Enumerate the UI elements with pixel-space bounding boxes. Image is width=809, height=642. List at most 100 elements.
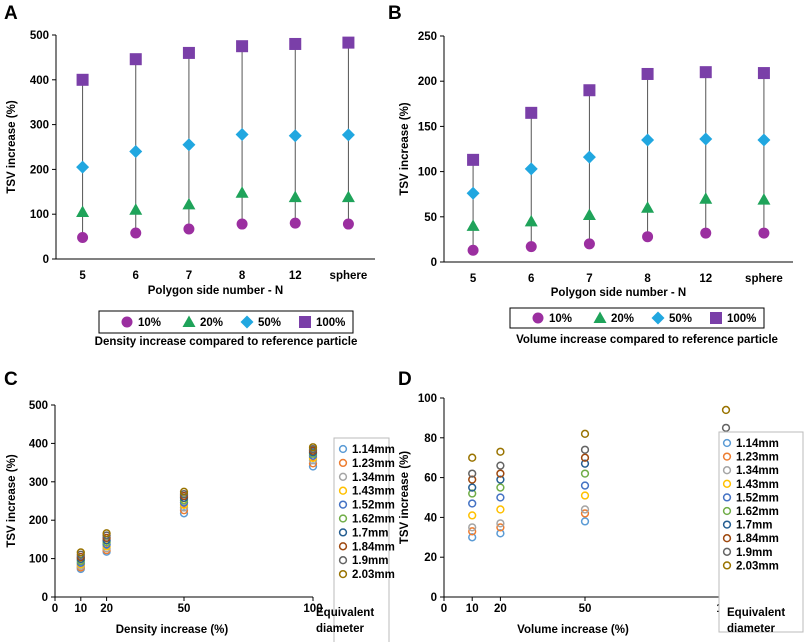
legend-marker-1.9mm [338, 556, 348, 565]
legend-marker-1.62mm [338, 514, 348, 523]
data-point-10% [525, 241, 537, 253]
legend-marker-1.23mm [722, 452, 732, 461]
data-point-1.23mm [468, 527, 477, 536]
legend-marker-1.62mm [722, 506, 732, 516]
x-tick-label: 8 [239, 270, 246, 282]
y-tick-label: 40 [424, 512, 437, 524]
y-axis-label: TSV increase (%) [399, 451, 411, 544]
y-tick-label: 300 [30, 120, 49, 132]
data-point-100% [129, 53, 142, 66]
x-tick-label: 50 [178, 603, 191, 615]
legend-label: 1.43mm [352, 486, 395, 498]
y-tick-label: 200 [29, 515, 48, 527]
x-tick-label: 12 [699, 273, 712, 285]
data-point-1.9mm [468, 469, 477, 478]
legend-label: 1.43mm [736, 479, 779, 491]
legend-box [718, 431, 804, 633]
legend-title: Density increase compared to reference p… [95, 336, 358, 348]
legend-label: 1.62mm [352, 514, 395, 526]
data-point-20% [235, 186, 249, 198]
x-tick-label: 7 [586, 273, 592, 285]
legend-label: 100% [727, 313, 756, 325]
x-tick-label: 10 [74, 603, 87, 615]
legend-marker-1.14mm [338, 444, 348, 454]
legend-label: 2.03mm [352, 569, 395, 581]
x-tick-label: 20 [494, 603, 507, 615]
legend-marker-1.7mm [722, 520, 732, 529]
legend-title: Equivalent diameter [727, 607, 785, 635]
legend-label: 1.14mm [736, 438, 779, 450]
chart-d: 0204060801000102050100TSV increase (%)Vo… [399, 393, 804, 636]
data-point-10% [342, 218, 354, 230]
data-point-2.03mm [76, 548, 85, 557]
legend-marker-1.34mm [338, 472, 348, 481]
y-tick-label: 500 [29, 400, 48, 412]
legend-marker-1.52mm [722, 493, 732, 502]
legend-label: 1.52mm [352, 500, 395, 512]
y-tick-label: 300 [29, 477, 48, 489]
data-point-100% [289, 37, 302, 50]
data-point-10% [183, 223, 195, 235]
legend-label: 1.34mm [352, 472, 395, 484]
y-tick-label: 60 [424, 473, 437, 485]
x-axis-label: Polygon side number - N [551, 287, 686, 299]
y-tick-label: 0 [431, 592, 437, 604]
data-point-1.14mm [496, 529, 505, 538]
legend-label: 1.7mm [352, 527, 388, 539]
legend-label: 1.14mm [352, 444, 395, 456]
legend-label: 1.7mm [736, 520, 772, 532]
data-point-20% [699, 192, 713, 204]
legend-box [509, 307, 765, 329]
y-tick-label: 200 [418, 76, 437, 88]
data-point-50% [288, 129, 302, 143]
data-point-20% [288, 190, 302, 203]
y-tick-label: 80 [424, 433, 437, 445]
data-point-50% [524, 162, 538, 176]
data-point-1.9mm [496, 461, 505, 470]
x-axis-label: Volume increase (%) [517, 624, 629, 636]
legend-marker-100% [299, 316, 311, 328]
data-point-100% [525, 106, 538, 119]
data-point-2.03mm [580, 429, 590, 438]
data-point-50% [129, 144, 143, 158]
data-point-100% [236, 40, 249, 53]
data-point-100% [641, 67, 654, 80]
y-axis-label: TSV increase (%) [6, 100, 18, 193]
legend-label: 10% [138, 317, 161, 329]
y-tick-label: 0 [43, 254, 49, 266]
data-point-10% [758, 227, 770, 239]
chart-c: 0 100 200 300 400 500 0 10 20 50 100 TSV increase (… [6, 400, 395, 642]
legend-label: 50% [258, 317, 281, 329]
legend-label: 1.23mm [736, 452, 779, 464]
data-point-1.62mm [580, 469, 590, 478]
data-point-1.34mm [468, 523, 477, 532]
legend-label: 50% [669, 313, 692, 325]
x-tick-label: 5 [470, 273, 477, 285]
data-point-1.62mm [468, 489, 477, 498]
data-point-10% [642, 231, 654, 243]
data-point-20% [641, 201, 655, 213]
legend-marker-50% [651, 311, 665, 325]
data-point-20% [466, 219, 480, 231]
data-point-100% [342, 36, 355, 49]
data-point-10% [236, 218, 248, 230]
legend-label: 2.03mm [736, 560, 779, 572]
x-tick-label: sphere [330, 270, 368, 282]
x-tick-label: 8 [644, 273, 651, 285]
data-point-50% [235, 127, 249, 141]
legend-box [98, 310, 354, 334]
legend-marker-1.9mm [722, 547, 732, 556]
data-point-2.03mm [308, 443, 318, 452]
data-point-2.03mm [496, 447, 505, 456]
legend-label: 1.84mm [736, 533, 779, 545]
data-point-10% [583, 238, 595, 250]
legend-label: 20% [200, 317, 223, 329]
data-point-20% [182, 197, 196, 210]
legend-label: 100% [316, 317, 345, 329]
legend-marker-1.43mm [722, 479, 732, 488]
data-point-10% [700, 227, 712, 239]
legend-marker-1.84mm [338, 542, 348, 551]
data-point-1.34mm [580, 505, 590, 514]
x-tick-label: 6 [133, 270, 139, 282]
